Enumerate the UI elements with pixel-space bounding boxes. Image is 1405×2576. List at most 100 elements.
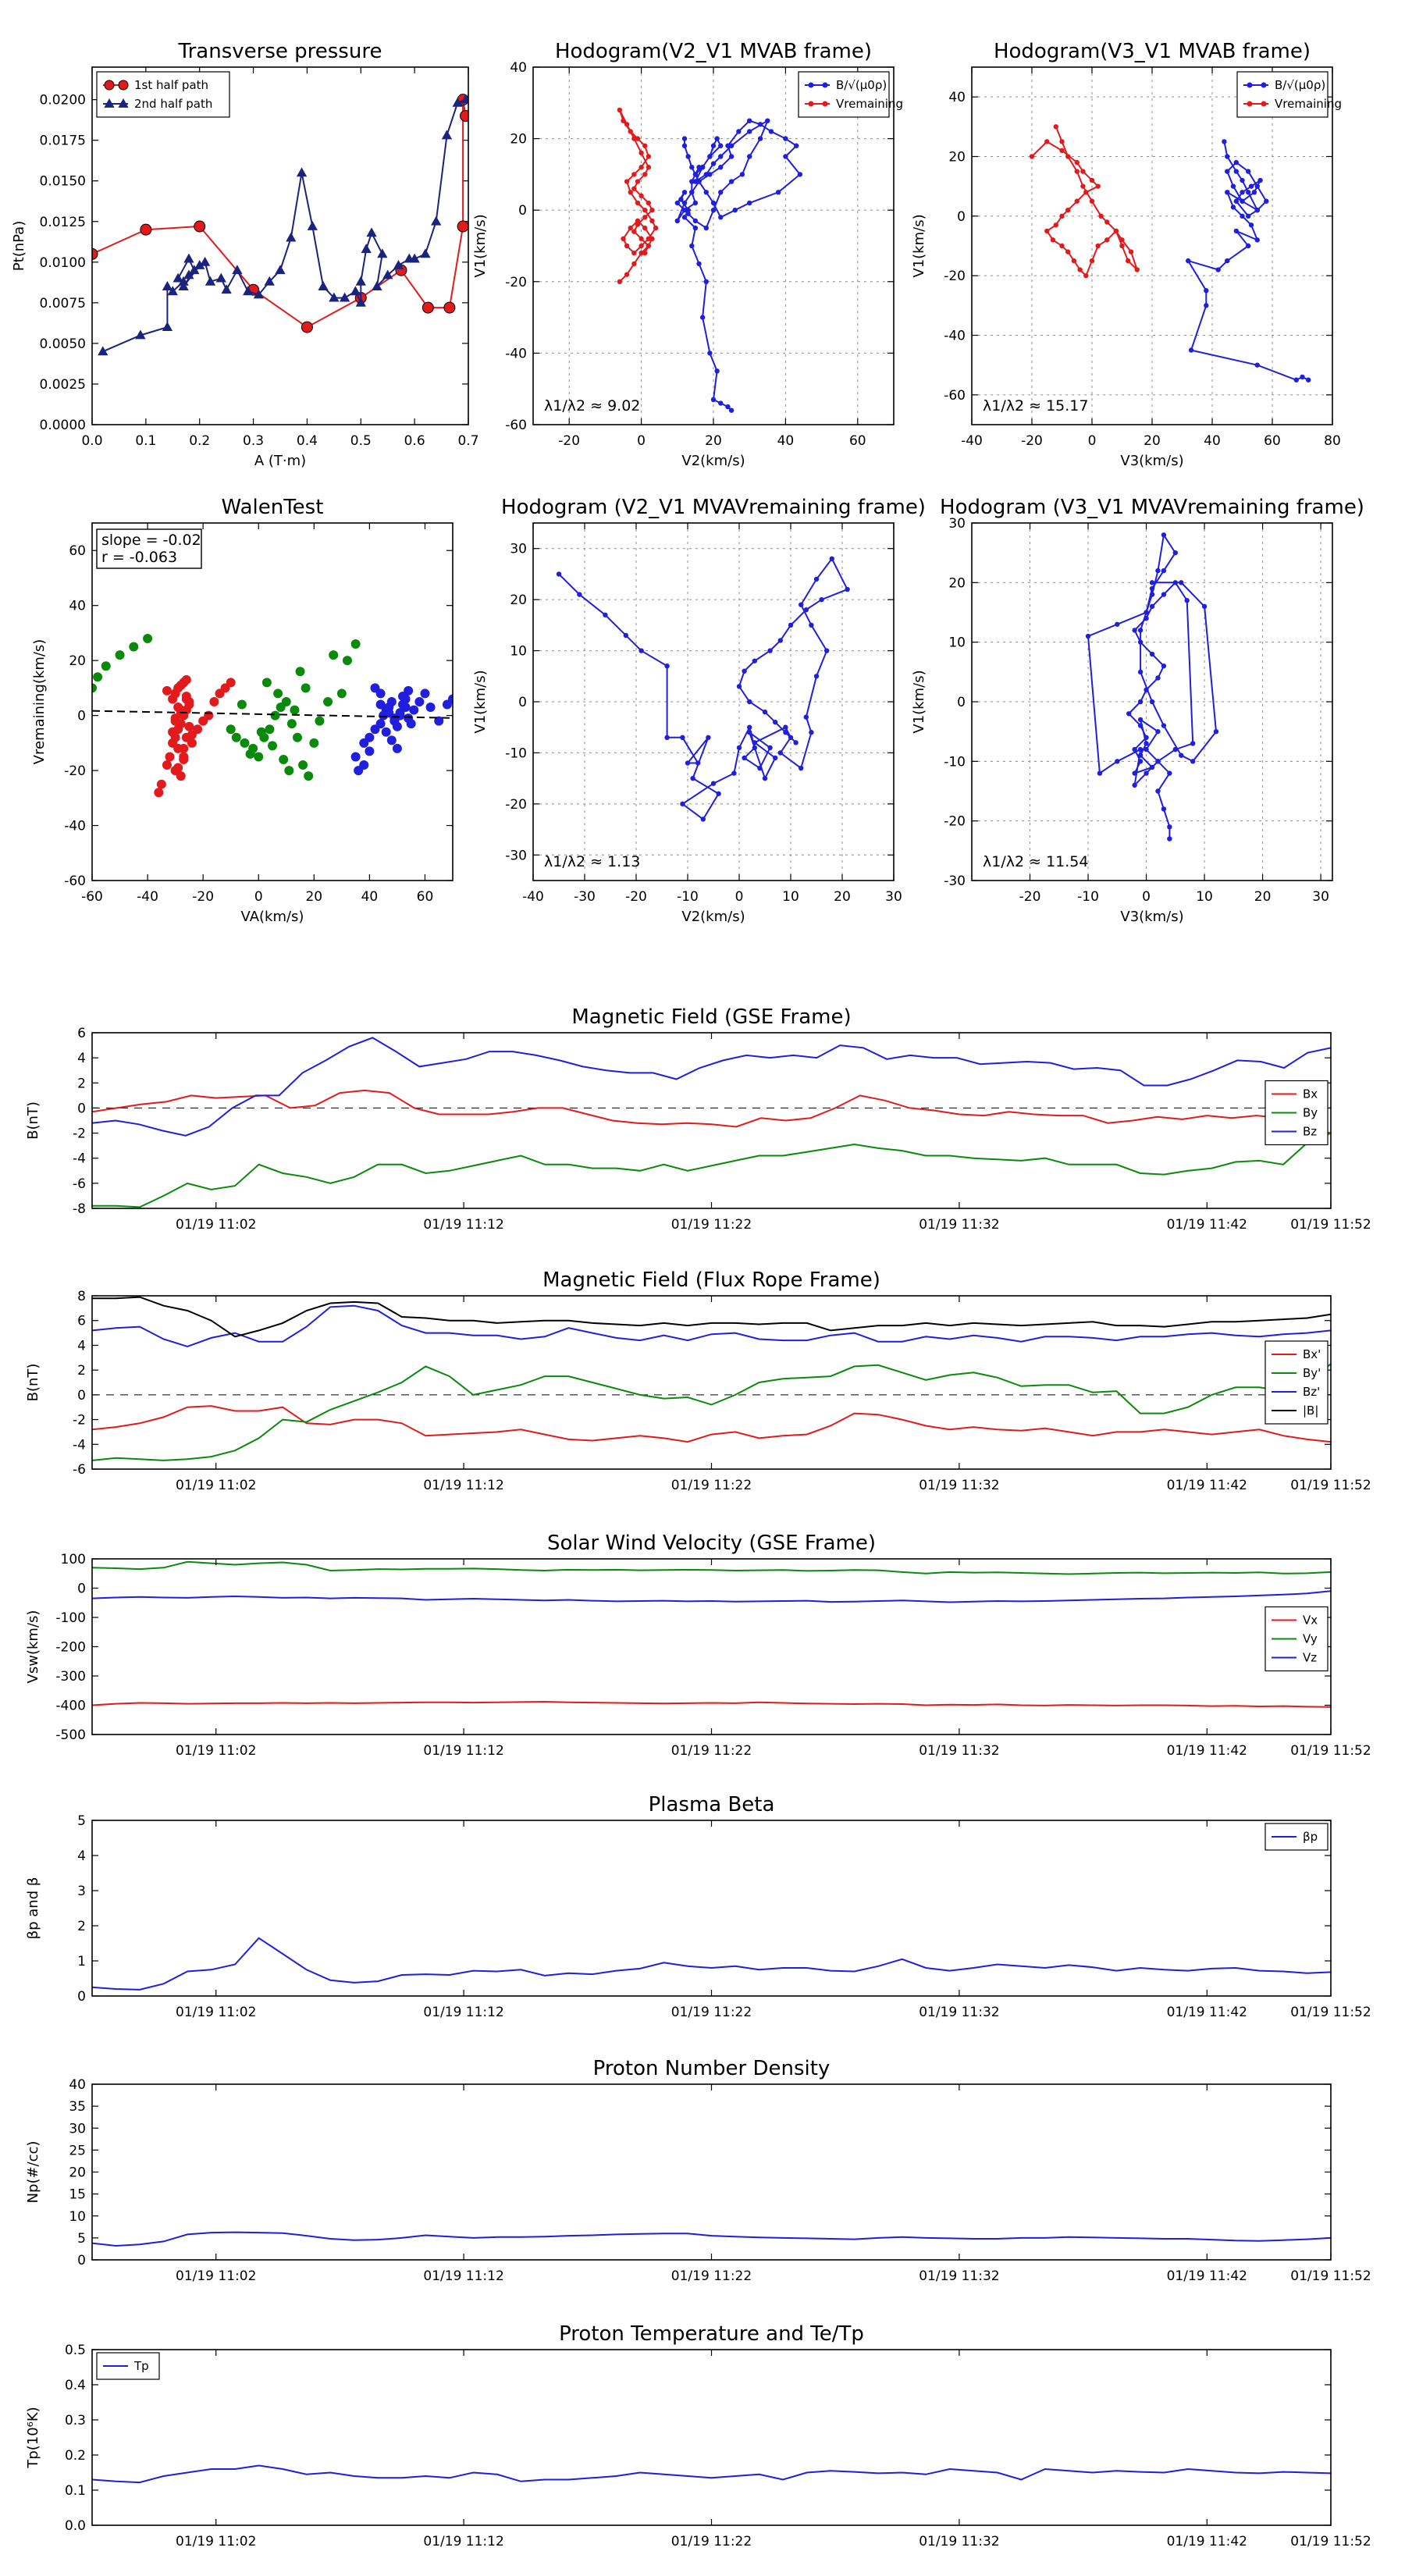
data-point — [1215, 267, 1221, 272]
data-point — [140, 223, 152, 236]
data-point — [1230, 205, 1236, 210]
y-tick-label: 40 — [948, 90, 966, 105]
data-point — [1186, 258, 1191, 264]
data-point — [162, 760, 172, 770]
data-point — [237, 699, 247, 710]
x-tick-label: 01/19 11:22 — [671, 1217, 752, 1233]
chart-title: Magnetic Field (Flux Rope Frame) — [542, 1268, 880, 1292]
x-tick-label: 60 — [417, 889, 434, 905]
data-point — [621, 236, 626, 242]
legend-label: |B| — [1303, 1404, 1318, 1418]
plot-area — [92, 2231, 1331, 2247]
plot-area — [1029, 124, 1311, 382]
data-point — [649, 236, 655, 242]
x-tick-label: 01/19 11:42 — [1167, 2534, 1247, 2549]
axes-frame — [91, 1032, 1332, 1209]
data-point — [381, 727, 391, 737]
y-tick-label: 6 — [77, 1314, 86, 1329]
legend-label: Bx' — [1303, 1347, 1321, 1361]
data-point — [204, 710, 214, 720]
data-point — [638, 165, 644, 170]
data-point — [1083, 190, 1089, 195]
data-point — [747, 730, 752, 735]
x-tick-label: 01/19 11:32 — [919, 2005, 999, 2020]
axes-frame — [971, 522, 1333, 881]
data-point — [1050, 237, 1056, 243]
y-tick-label: 0.0025 — [40, 377, 86, 393]
y-tick-label: 10 — [510, 644, 527, 660]
data-point — [1134, 267, 1140, 272]
y-tick-label: 30 — [69, 2121, 86, 2137]
data-point — [1065, 249, 1071, 254]
data-point — [728, 154, 735, 159]
data-point — [638, 150, 644, 156]
data-point — [689, 243, 695, 249]
data-point — [788, 735, 794, 740]
y-tick-label: 5 — [77, 1813, 86, 1829]
y-tick-label: 25 — [69, 2143, 86, 2158]
data-point — [1044, 139, 1050, 144]
data-point — [556, 571, 562, 577]
data-point — [638, 648, 644, 653]
data-point — [700, 817, 706, 822]
legend-label: Vz — [1303, 1651, 1317, 1665]
data-point — [783, 136, 788, 141]
y-tick-label: 0.4 — [65, 2378, 86, 2393]
y-tick-label: 0.0200 — [40, 93, 86, 109]
y-tick-label: 2 — [77, 1363, 86, 1379]
data-point — [798, 602, 804, 607]
x-tick-label: 01/19 11:52 — [1290, 1217, 1371, 1233]
data-point — [170, 713, 180, 724]
data-point — [1225, 169, 1230, 174]
data-point — [194, 259, 205, 269]
data-point — [199, 256, 211, 266]
data-point — [181, 674, 191, 685]
x-tick-label: 0.1 — [135, 433, 156, 449]
data-point — [1306, 377, 1311, 382]
data-point — [624, 272, 630, 277]
x-tick-label: 0.4 — [297, 433, 318, 449]
chart-mag_fr: -6 -4 -2 0 2 4 6 8 Magnetic Field (Flux Rope Fra… — [25, 1268, 1371, 1493]
data-point — [179, 754, 189, 764]
data-point — [728, 143, 735, 148]
data-point — [400, 703, 411, 713]
data-point — [809, 730, 814, 735]
data-point — [783, 154, 788, 159]
data-point — [1155, 788, 1161, 794]
data-point — [1233, 169, 1240, 174]
legend-label: B/√(μ0ρ) — [836, 78, 887, 92]
data-point — [1240, 177, 1245, 183]
chart-title: Proton Temperature and Te/Tp — [559, 2322, 864, 2346]
data-point — [1128, 249, 1134, 254]
chart-np: 0 5 10 15 20 25 30 35 40 Proton Number Density Np(… — [25, 2057, 1371, 2284]
axes-frame — [91, 1820, 1332, 1997]
y-axis-label: V1(km/s) — [472, 214, 489, 277]
x-tick-label: 01/19 11:52 — [1290, 2534, 1371, 2549]
data-point — [1149, 580, 1155, 585]
y-tick-label: -500 — [55, 1727, 86, 1743]
data-point — [696, 261, 702, 267]
data-point — [624, 122, 630, 127]
data-point — [1137, 628, 1144, 633]
data-point — [350, 752, 361, 762]
data-point — [392, 721, 402, 731]
y-tick-label: 6 — [77, 1026, 86, 1041]
data-point — [361, 244, 372, 254]
data-point — [819, 596, 824, 603]
data-point — [178, 281, 189, 290]
data-point — [793, 740, 799, 745]
data-point — [129, 642, 139, 652]
data-point — [718, 400, 724, 406]
data-point — [1098, 213, 1104, 219]
data-point — [301, 683, 311, 693]
data-point — [1144, 770, 1149, 776]
data-point — [1119, 243, 1125, 249]
data-point — [167, 286, 178, 296]
data-point — [1113, 228, 1119, 234]
data-point — [757, 122, 763, 127]
data-point — [752, 658, 757, 664]
chart-title: Hodogram(V3_V1 MVAB frame) — [994, 40, 1311, 63]
y-tick-label: 0 — [77, 709, 86, 724]
data-point — [1155, 675, 1161, 681]
y-tick-label: 40 — [69, 599, 86, 614]
